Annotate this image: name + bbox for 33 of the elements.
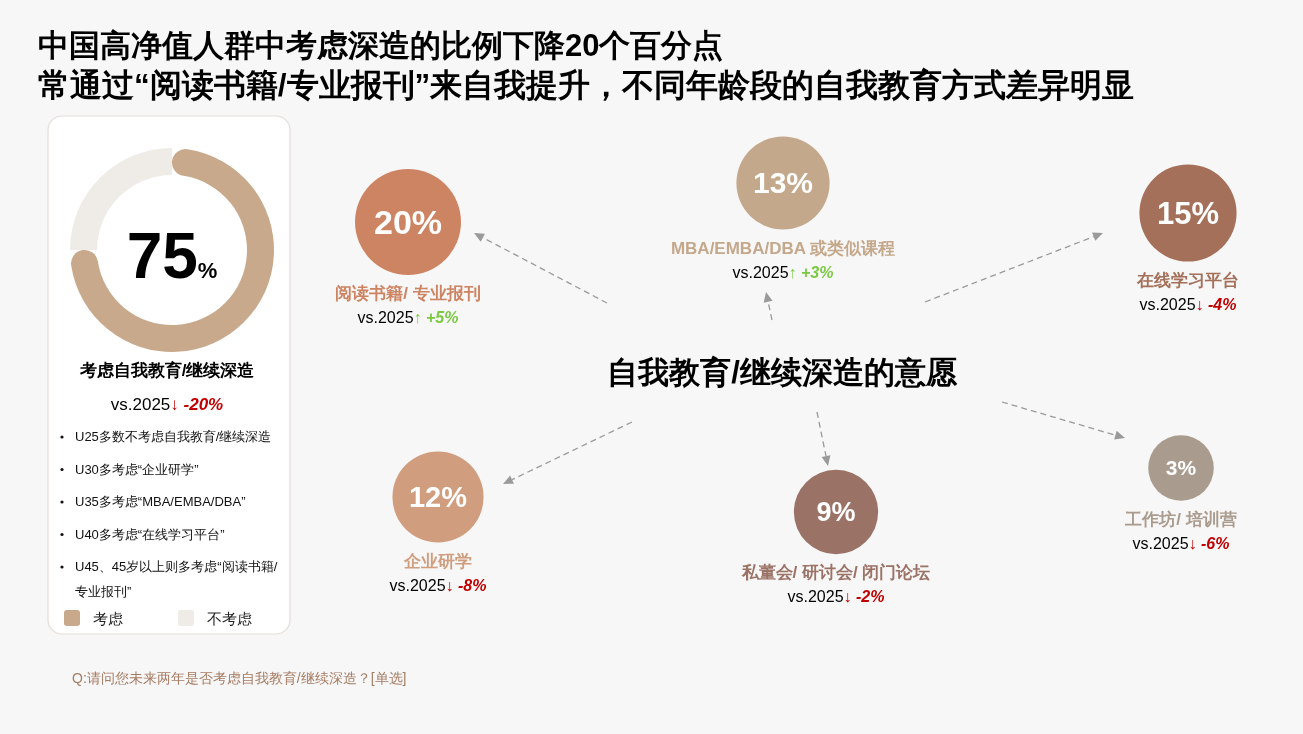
text: Q:请问您未来两年是否考虑自我教育/继续深造？[单选] <box>72 670 407 686</box>
text: vs.2025↓ -2% <box>787 588 885 606</box>
data-label: 15% <box>1156 195 1220 231</box>
text: 自我教育/继续深造的意愿 <box>607 355 958 390</box>
donut-slice <box>71 149 274 352</box>
text: vs.2025↓ -20% <box>110 395 224 414</box>
legend-label: 不考虑 <box>207 610 252 627</box>
text: vs.2025↓ -8% <box>389 576 487 594</box>
text: vs.2025↑ +3% <box>732 263 834 281</box>
legend-label: 考虑 <box>93 610 123 627</box>
category-label: MBA/EMBA/DBA 或类似课程 <box>670 238 896 258</box>
category-label: 企业研学 <box>403 551 472 571</box>
category-label: 工作坊/ 培训营 <box>1124 509 1237 529</box>
category-label: 私董会/ 研讨会/ 闭门论坛 <box>740 563 931 583</box>
text: U25多数不考虑自我教育/继续深造 <box>75 429 272 444</box>
text: U30多考虑“企业研学” <box>75 461 199 477</box>
data-label: 9% <box>816 497 856 528</box>
text: U40多考虑“在线学习平台” <box>75 526 225 542</box>
data-label: 13% <box>752 166 814 200</box>
text: 考虑自我教育/继续深造 <box>78 360 255 380</box>
text: U35多考虑“MBA/EMBA/DBA” <box>75 494 246 509</box>
text: 中国高净值人群中考虑深造的比例下降20个百分点 <box>38 28 724 63</box>
data-label: 75% <box>126 220 218 292</box>
text: U45、45岁以上则多考虑“阅读书籍/ 专业报刊” <box>75 559 278 599</box>
data-label: 12% <box>408 481 468 514</box>
data-label: 20% <box>373 202 443 241</box>
data-label: 3% <box>1165 456 1197 480</box>
text: vs.2025↓ -6% <box>1132 534 1230 552</box>
text: vs.2025↑ +5% <box>357 309 459 326</box>
text: vs.2025↓ -4% <box>1139 295 1237 313</box>
text: 常通过“阅读书籍/专业报刊”来自我提升，不同年龄段的自我教育方式差异明显 <box>38 67 1135 103</box>
category-label: 阅读书籍/ 专业报刊 <box>335 284 481 303</box>
category-label: 在线学习平台 <box>1136 270 1239 290</box>
